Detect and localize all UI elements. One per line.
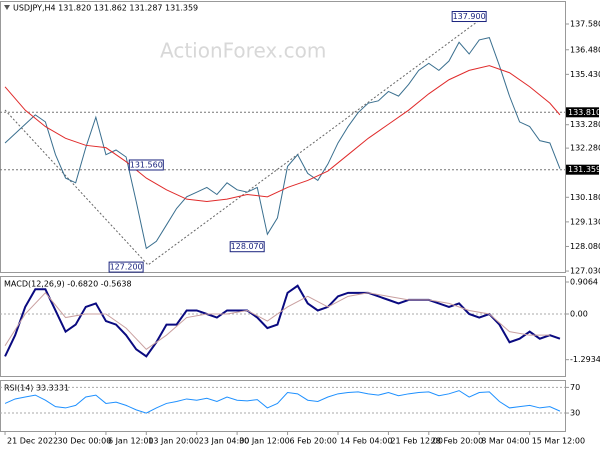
y-tick-label: 136.480 (570, 45, 600, 54)
x-tick-label: 21 Feb 12:00 (390, 437, 442, 446)
annotation-label: 137.900 (453, 12, 486, 21)
x-tick-label: 13 Jan 20:00 (148, 437, 199, 446)
menu-icon (4, 5, 10, 10)
x-tick-label: 23 Jan 04:00 (199, 437, 250, 446)
x-tick-label: 28 Feb 20:00 (431, 437, 483, 446)
indicator-label: MACD(12,26,9) -0.6820 -0.5638 (4, 280, 132, 289)
annotation-box (229, 241, 265, 253)
level-box (566, 107, 599, 118)
y-tick-label: 0.9064 (570, 277, 598, 286)
y-tick-label: 129.130 (570, 217, 600, 226)
y-tick-label: 70 (570, 383, 580, 392)
y-tick-label: 128.080 (570, 242, 600, 251)
annotation-label: 131.560 (130, 160, 163, 169)
series-line (4, 390, 561, 414)
x-tick-label: 14 Feb 04:00 (340, 437, 392, 446)
level-label: 133.810 (568, 108, 600, 117)
main-panel (0, 1, 566, 273)
x-tick-label: 8 Mar 04:00 (481, 437, 529, 446)
indicator-label: RSI(14) 33.3331 (4, 384, 69, 393)
annotation-box (451, 11, 487, 23)
watermark: ActionForex.com (160, 39, 326, 63)
series-line (4, 65, 561, 203)
y-tick-label: 30 (570, 409, 580, 418)
y-tick-label: 0.00 (570, 310, 588, 319)
y-tick-label: 137.580 (570, 20, 600, 29)
x-tick-label: 30 Dec 00:00 (57, 437, 111, 446)
rsi-panel (0, 380, 566, 432)
x-tick-label: 15 Mar 12:00 (532, 437, 585, 446)
series-line (4, 37, 561, 250)
x-tick-label: 6 Feb 20:00 (290, 437, 337, 446)
x-tick-label: 21 Dec 2022 (7, 437, 58, 446)
annotation-label: 127.200 (110, 263, 143, 272)
y-tick-label: 132.280 (570, 144, 600, 153)
x-tick-label: 30 Jan 12:00 (239, 437, 290, 446)
y-tick-label: 130.180 (570, 193, 600, 202)
series-line (4, 284, 561, 358)
y-tick-label: 135.430 (570, 70, 600, 79)
annotation-label: 128.070 (231, 242, 264, 251)
macd-panel (0, 276, 566, 377)
annotation-box (108, 261, 144, 273)
header: USDJPY,H4 131.820 131.862 131.287 131.35… (13, 4, 198, 13)
level-label: 131.359 (568, 165, 600, 174)
y-tick-label: 133.280 (570, 120, 600, 129)
y-tick-label: 127.030 (570, 267, 600, 276)
y-tick-label: -1.2934 (570, 355, 600, 364)
x-tick-label: 6 Jan 12:00 (108, 437, 154, 446)
annotation-box (128, 159, 164, 171)
series-line (4, 292, 550, 350)
level-box (566, 164, 599, 175)
